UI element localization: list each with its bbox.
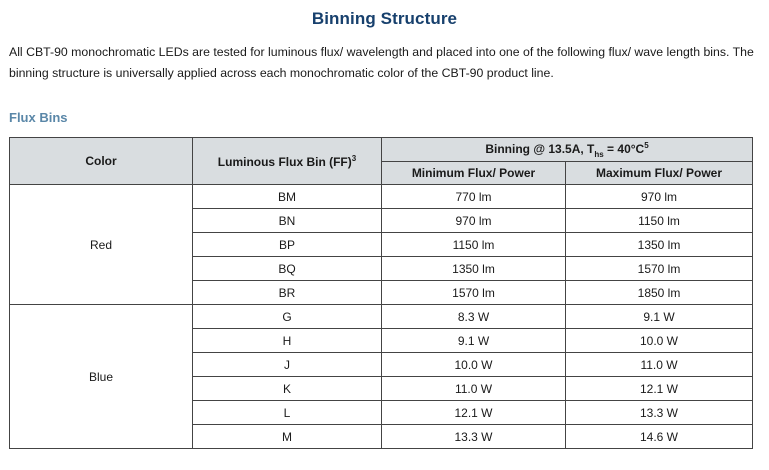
min-flux-cell: 1350 lm (381, 256, 566, 281)
min-flux-cell: 1570 lm (381, 280, 566, 305)
table-row: J 10.0 W 11.0 W (10, 352, 753, 377)
table-row: BP 1150 lm 1350 lm (10, 232, 753, 257)
section-heading-flux-bins: Flux Bins (9, 110, 68, 125)
intro-paragraph: All CBT-90 monochromatic LEDs are tested… (9, 45, 754, 80)
bin-cell: BN (192, 208, 382, 233)
header-min-flux: Minimum Flux/ Power (381, 161, 566, 185)
bin-cell: BM (192, 184, 382, 209)
header-color: Color (9, 137, 193, 185)
flux-bins-table: Color Luminous Flux Bin (FF)3 Binning @ … (9, 137, 753, 449)
footnote-5: 5 (644, 140, 649, 150)
bin-cell: J (192, 352, 382, 377)
min-flux-cell: 8.3 W (381, 304, 566, 329)
bin-cell: L (192, 400, 382, 425)
min-flux-cell: 1150 lm (381, 232, 566, 257)
min-flux-cell: 11.0 W (381, 376, 566, 401)
min-flux-cell: 970 lm (381, 208, 566, 233)
max-flux-cell: 1850 lm (565, 280, 753, 305)
max-flux-cell: 1150 lm (565, 208, 753, 233)
bin-cell: K (192, 376, 382, 401)
color-group-cell: Blue (9, 304, 193, 449)
table-row: M 13.3 W 14.6 W (10, 424, 753, 449)
table-row: BN 970 lm 1150 lm (10, 208, 753, 233)
bin-cell: BR (192, 280, 382, 305)
min-flux-cell: 13.3 W (381, 424, 566, 449)
header-flux-bin: Luminous Flux Bin (FF)3 (192, 137, 382, 185)
table-row: Blue G 8.3 W 9.1 W (9, 304, 753, 449)
bin-cell: BP (192, 232, 382, 257)
table-row: BR 1570 lm 1850 lm (10, 280, 753, 305)
bin-cell: M (192, 424, 382, 449)
table-row: Red BM 770 lm 970 lm (9, 184, 753, 305)
table-row: BQ 1350 lm 1570 lm (10, 256, 753, 281)
max-flux-cell: 1350 lm (565, 232, 753, 257)
max-flux-cell: 1570 lm (565, 256, 753, 281)
max-flux-cell: 970 lm (565, 184, 753, 209)
max-flux-cell: 10.0 W (565, 328, 753, 353)
header-max-flux: Maximum Flux/ Power (565, 161, 753, 185)
bin-cell: BQ (192, 256, 382, 281)
page-title: Binning Structure (311, 9, 458, 28)
footnote-3: 3 (351, 153, 357, 163)
max-flux-cell: 12.1 W (565, 376, 753, 401)
min-flux-cell: 770 lm (381, 184, 566, 209)
max-flux-cell: 13.3 W (565, 400, 753, 425)
max-flux-cell: 11.0 W (565, 352, 753, 377)
table-row: L 12.1 W 13.3 W (10, 400, 753, 425)
max-flux-cell: 14.6 W (565, 424, 753, 449)
color-group-cell: Red (9, 184, 193, 305)
min-flux-cell: 12.1 W (381, 400, 566, 425)
max-flux-cell: 9.1 W (565, 304, 753, 329)
table-row: K 11.0 W 12.1 W (10, 376, 753, 401)
table-body: Red BM 770 lm 970 lm BN 970 lm 1150 lm BP 1150 l… (9, 184, 753, 449)
table-header: Color Luminous Flux Bin (FF)3 Binning @ … (9, 137, 753, 185)
min-flux-cell: 10.0 W (381, 352, 566, 377)
header-binning-condition: Binning @ 13.5A, Ths = 40°C5 (381, 137, 753, 162)
bin-cell: G (192, 304, 382, 329)
min-flux-cell: 9.1 W (381, 328, 566, 353)
bin-cell: H (192, 328, 382, 353)
